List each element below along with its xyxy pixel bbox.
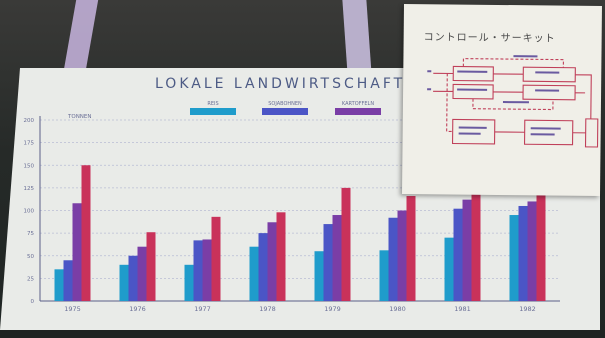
bar xyxy=(63,260,73,301)
legend-label: SOJABOHNEN xyxy=(268,101,302,107)
circuit-block-label-mark xyxy=(457,88,488,91)
x-tick-label: 1982 xyxy=(519,305,536,313)
bar xyxy=(128,255,138,301)
y-tick-label: 25 xyxy=(27,276,34,282)
bar xyxy=(146,232,156,301)
x-tick-label: 1976 xyxy=(129,305,146,313)
bar xyxy=(258,233,268,301)
bar xyxy=(527,201,537,301)
bar xyxy=(184,264,194,301)
bar xyxy=(388,217,398,301)
y-tick-label: 0 xyxy=(31,299,35,305)
circuit-block-label-mark xyxy=(457,70,488,73)
y-tick-label: 75 xyxy=(27,231,34,237)
circuit-input-mark xyxy=(427,70,432,73)
x-tick-label: 1979 xyxy=(324,305,341,313)
circuit-wire-label-mark xyxy=(513,55,538,58)
circuit-block xyxy=(584,118,599,148)
x-tick-label: 1981 xyxy=(454,305,471,313)
bar xyxy=(462,199,472,301)
circuit-block xyxy=(523,119,574,146)
bar xyxy=(536,194,546,301)
bar xyxy=(314,251,324,301)
circuit-input-mark xyxy=(427,88,432,91)
circuit-wires xyxy=(433,72,592,134)
chart-labels: 0 25 50 75 100 125 150 175 200 TONNEN 1975 1976 1977… xyxy=(24,114,536,313)
legend-label: KARTOFFELN xyxy=(342,101,374,107)
legend-swatch xyxy=(262,108,308,115)
circuit-block xyxy=(452,83,494,100)
desk-bottom-edge xyxy=(0,330,605,338)
legend-swatch xyxy=(190,108,236,115)
y-axis-label: TONNEN xyxy=(67,114,92,120)
bar xyxy=(81,165,91,301)
x-tick-label: 1980 xyxy=(389,305,406,313)
bar xyxy=(137,246,147,301)
y-tick-label: 150 xyxy=(24,163,35,169)
y-tick-label: 100 xyxy=(24,209,35,215)
bar xyxy=(397,210,407,301)
bar xyxy=(276,212,286,301)
bar xyxy=(471,192,481,301)
bar xyxy=(323,224,333,301)
circuit-paper-sheet: コントロール・サーキット xyxy=(402,3,602,197)
bar xyxy=(444,237,454,301)
x-tick-label: 1978 xyxy=(259,305,276,313)
circuit-block xyxy=(522,84,576,101)
circuit-block xyxy=(522,66,576,83)
circuit-diagram xyxy=(427,55,599,148)
y-tick-label: 50 xyxy=(27,254,34,260)
circuit-block-label-mark xyxy=(530,133,555,136)
circuit-block xyxy=(451,118,496,145)
bar xyxy=(202,239,212,301)
bar xyxy=(72,203,82,301)
y-tick-label: 200 xyxy=(24,118,35,124)
bar xyxy=(518,205,528,301)
bar xyxy=(211,216,221,301)
chart-bars xyxy=(54,165,546,301)
circuit-block-label-mark xyxy=(535,89,560,92)
chart-legend: REIS SOJABOHNEN KARTOFFELN xyxy=(190,101,381,115)
legend-swatch xyxy=(335,108,381,115)
y-tick-label: 175 xyxy=(24,141,35,147)
x-tick-label: 1975 xyxy=(64,305,81,313)
chart-title: LOKALE LANDWIRTSCHAFTSPR xyxy=(155,76,442,92)
circuit-wire-label-mark xyxy=(502,101,529,104)
bar xyxy=(193,240,203,301)
bar xyxy=(453,208,463,301)
bar xyxy=(119,264,129,301)
circuit-block-label-mark xyxy=(530,127,561,130)
bar xyxy=(341,187,351,301)
x-tick-label: 1977 xyxy=(194,305,211,313)
bar xyxy=(332,215,342,301)
legend-label: REIS xyxy=(207,101,218,107)
bar xyxy=(249,246,259,301)
y-tick-label: 125 xyxy=(24,186,35,192)
circuit-block-label-mark xyxy=(458,132,481,135)
circuit-block-label-mark xyxy=(458,126,487,129)
circuit-feedback-wires xyxy=(446,58,564,133)
bar xyxy=(509,215,519,301)
bar xyxy=(379,250,389,301)
circuit-block-label-mark xyxy=(535,71,560,74)
bar xyxy=(267,222,277,301)
bar xyxy=(406,196,416,301)
bar xyxy=(54,269,64,301)
circuit-block xyxy=(452,65,494,82)
